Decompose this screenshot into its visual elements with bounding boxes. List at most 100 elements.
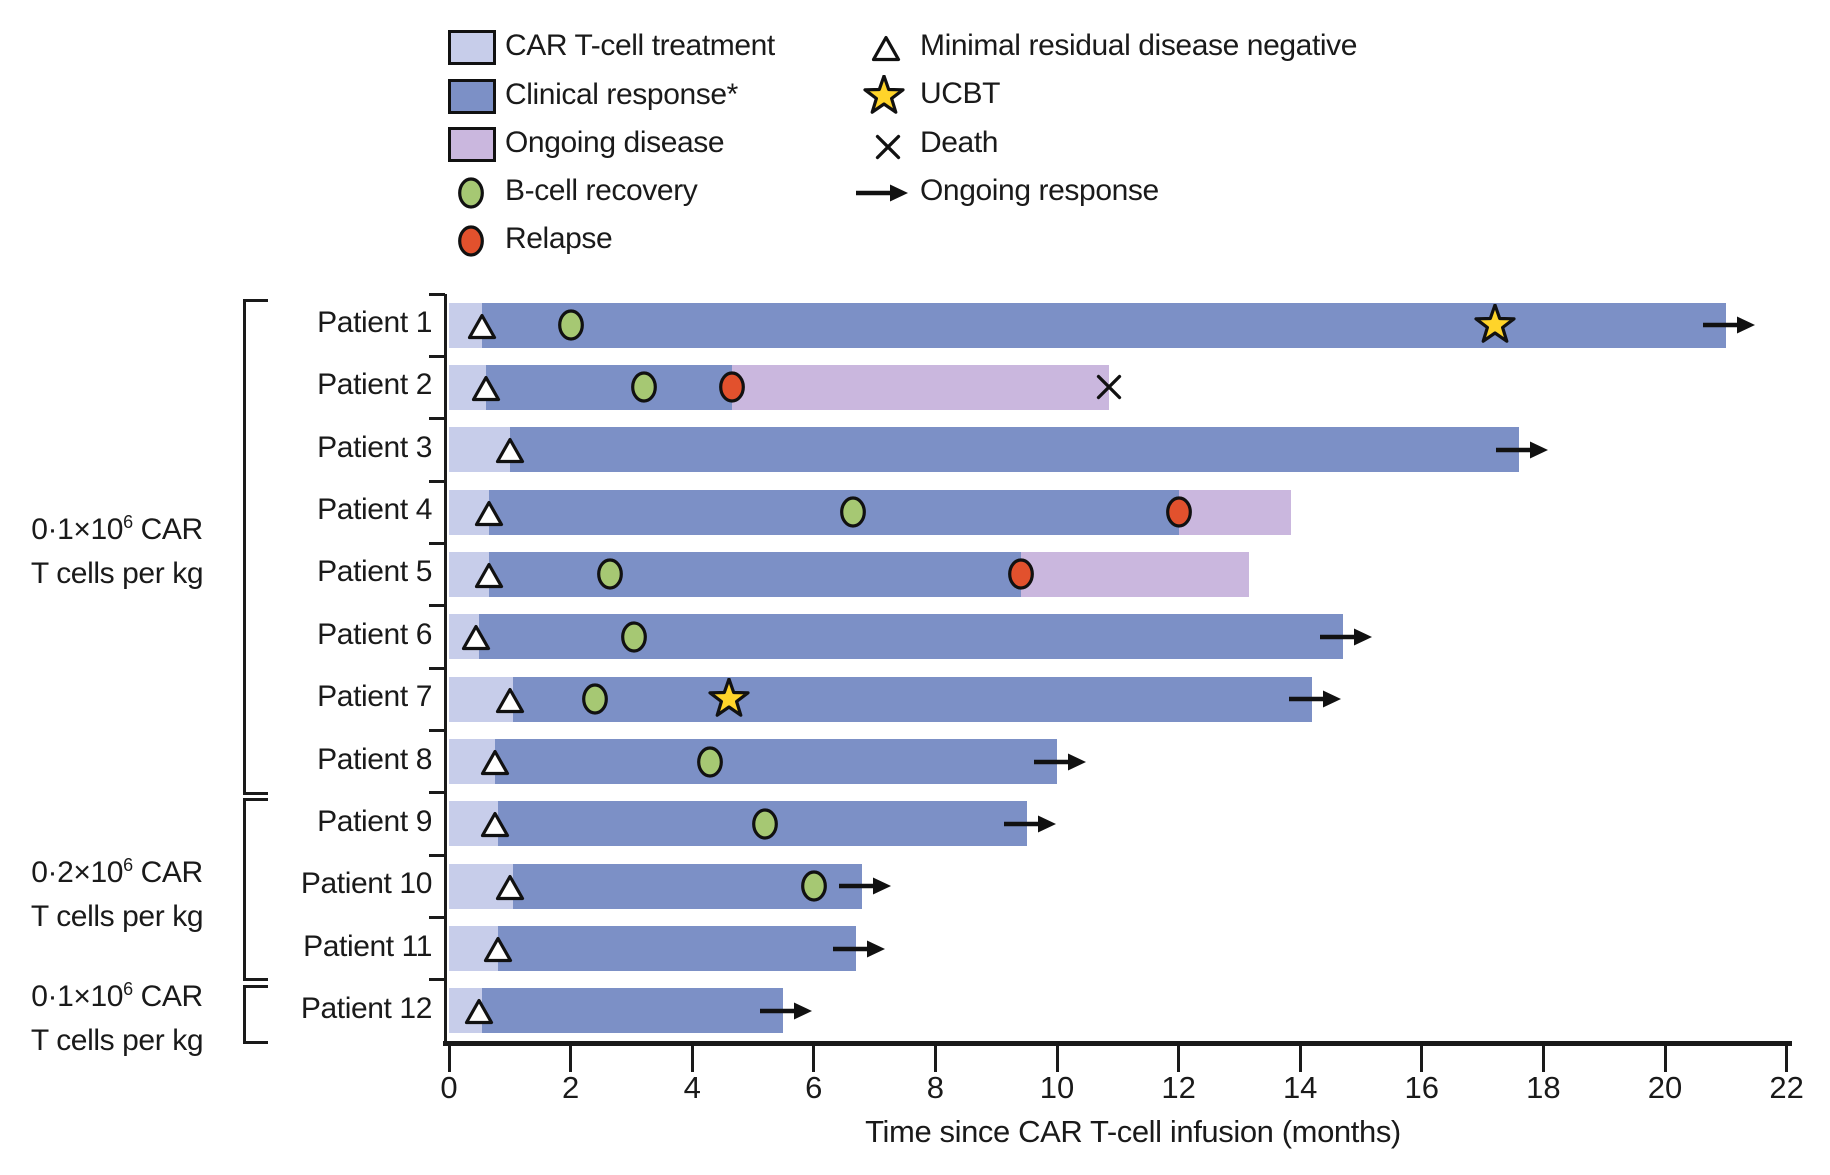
x-axis-tick (812, 1046, 816, 1072)
mrd-negative-triangle-icon (480, 811, 510, 838)
bar-segment-treatment (449, 676, 513, 722)
x-axis-tick (1298, 1046, 1302, 1072)
mrd-negative-triangle-icon (467, 313, 497, 340)
x-tick-label: 14 (1282, 1070, 1318, 1105)
bar-segment-response (512, 676, 1313, 722)
ongoing-response-arrow-icon (832, 936, 886, 962)
ongoing-response-arrow-icon (1033, 749, 1087, 775)
x-axis-tick (1055, 1046, 1059, 1072)
x-axis-line (443, 1041, 1792, 1046)
death-cross-icon (1094, 372, 1124, 402)
circle-red-icon (457, 224, 485, 258)
relapse-circle-icon (1007, 557, 1035, 591)
patient-label: Patient 1 (317, 306, 432, 339)
b-cell-recovery-circle-icon (620, 620, 648, 654)
patient-label: Patient 10 (300, 867, 433, 901)
x-axis-tick (933, 1046, 937, 1072)
legend-label: Clinical response* (505, 78, 738, 111)
x-axis-tick (690, 1046, 694, 1072)
b-cell-recovery-circle-icon (581, 682, 609, 716)
star-legend-icon (862, 74, 906, 117)
swatch-ongoing-disease-icon (448, 127, 496, 162)
bar-segment-treatment (449, 427, 510, 473)
group-label: 0·1×106 CAR T cells per kg (30, 511, 204, 590)
patient-label: Patient 6 (317, 617, 432, 651)
bar-segment-response (479, 614, 1343, 660)
legend-label: Minimal residual disease negative (920, 29, 1358, 62)
bar-segment-treatment (449, 863, 513, 909)
x-axis-tick (1785, 1046, 1789, 1072)
mrd-negative-triangle-icon (495, 874, 525, 901)
legend-label: CAR T-cell treatment (505, 29, 775, 62)
x-axis-tick (1663, 1046, 1667, 1072)
b-cell-recovery-circle-icon (839, 495, 867, 529)
x-tick-label: 10 (1039, 1070, 1075, 1105)
circle-green-icon (457, 176, 485, 210)
patient-label: Patient 3 (317, 430, 432, 464)
x-tick-label: 16 (1404, 1070, 1440, 1105)
x-tick-label: 0 (440, 1070, 458, 1105)
y-axis-tick (429, 791, 445, 795)
bar-segment-response (485, 364, 732, 410)
b-cell-recovery-circle-icon (800, 869, 828, 903)
b-cell-recovery-circle-icon (596, 557, 624, 591)
bar-segment-treatment (449, 739, 495, 784)
y-axis-tick (429, 292, 445, 296)
relapse-circle-icon (1165, 495, 1193, 529)
x-tick-label: 8 (926, 1070, 945, 1105)
mrd-negative-triangle-icon (471, 375, 501, 402)
y-axis-tick (429, 853, 445, 857)
legend-label: UCBT (920, 77, 1001, 110)
bar-segment-response (497, 926, 857, 971)
y-axis-tick (429, 479, 445, 483)
y-axis-tick (429, 604, 445, 608)
ucbt-star-icon (707, 677, 751, 720)
swatch-response-icon (448, 79, 496, 114)
x-tick-label: 18 (1526, 1070, 1561, 1105)
b-cell-recovery-circle-icon (696, 745, 724, 779)
group-label: 0·2×106 CAR T cells per kg (30, 854, 204, 933)
mrd-negative-triangle-icon (461, 624, 491, 651)
legend-label: B-cell recovery (505, 174, 698, 207)
bar-segment-response (494, 739, 1057, 784)
ucbt-star-icon (1473, 303, 1517, 346)
x-axis-tick (569, 1046, 573, 1072)
bar-segment-response (509, 427, 1520, 473)
b-cell-recovery-circle-icon (630, 370, 658, 404)
y-axis-tick (429, 354, 445, 358)
patient-label: Patient 5 (317, 555, 432, 589)
legend-label: Ongoing response (920, 174, 1159, 207)
ongoing-response-arrow-icon (1003, 811, 1057, 837)
x-axis-tick (1541, 1046, 1545, 1072)
triangle-legend-icon (871, 35, 901, 62)
x-tick-label: 6 (805, 1070, 823, 1105)
y-axis-tick (429, 417, 445, 421)
x-axis-tick (447, 1046, 451, 1072)
swatch-treatment-icon (448, 30, 496, 65)
bar-segment-ongoing-disease (1020, 551, 1249, 597)
x-tick-label: 22 (1769, 1070, 1804, 1105)
mrd-negative-triangle-icon (474, 562, 504, 589)
mrd-negative-triangle-icon (495, 437, 525, 464)
mrd-negative-triangle-icon (495, 687, 525, 714)
y-axis-tick (429, 916, 445, 919)
y-axis-line (444, 294, 447, 1046)
legend-label: Death (920, 126, 999, 159)
group-bracket (243, 797, 268, 982)
x-tick-label: 4 (683, 1070, 701, 1105)
x-axis-tick (1420, 1046, 1424, 1072)
patient-label: Patient 8 (317, 742, 432, 776)
bar-segment-ongoing-disease (1178, 489, 1292, 535)
patient-label: Patient 2 (317, 368, 432, 402)
cross-legend-icon (873, 132, 901, 160)
mrd-negative-triangle-icon (483, 936, 513, 963)
y-axis-tick (429, 729, 445, 732)
patient-label: Patient 12 (300, 991, 433, 1025)
mrd-negative-triangle-icon (480, 749, 510, 776)
bar-segment-response (482, 988, 784, 1034)
arrow-legend-icon (855, 180, 909, 206)
b-cell-recovery-circle-icon (557, 308, 585, 342)
bar-segment-ongoing-disease (731, 364, 1109, 410)
ongoing-response-arrow-icon (838, 873, 892, 899)
